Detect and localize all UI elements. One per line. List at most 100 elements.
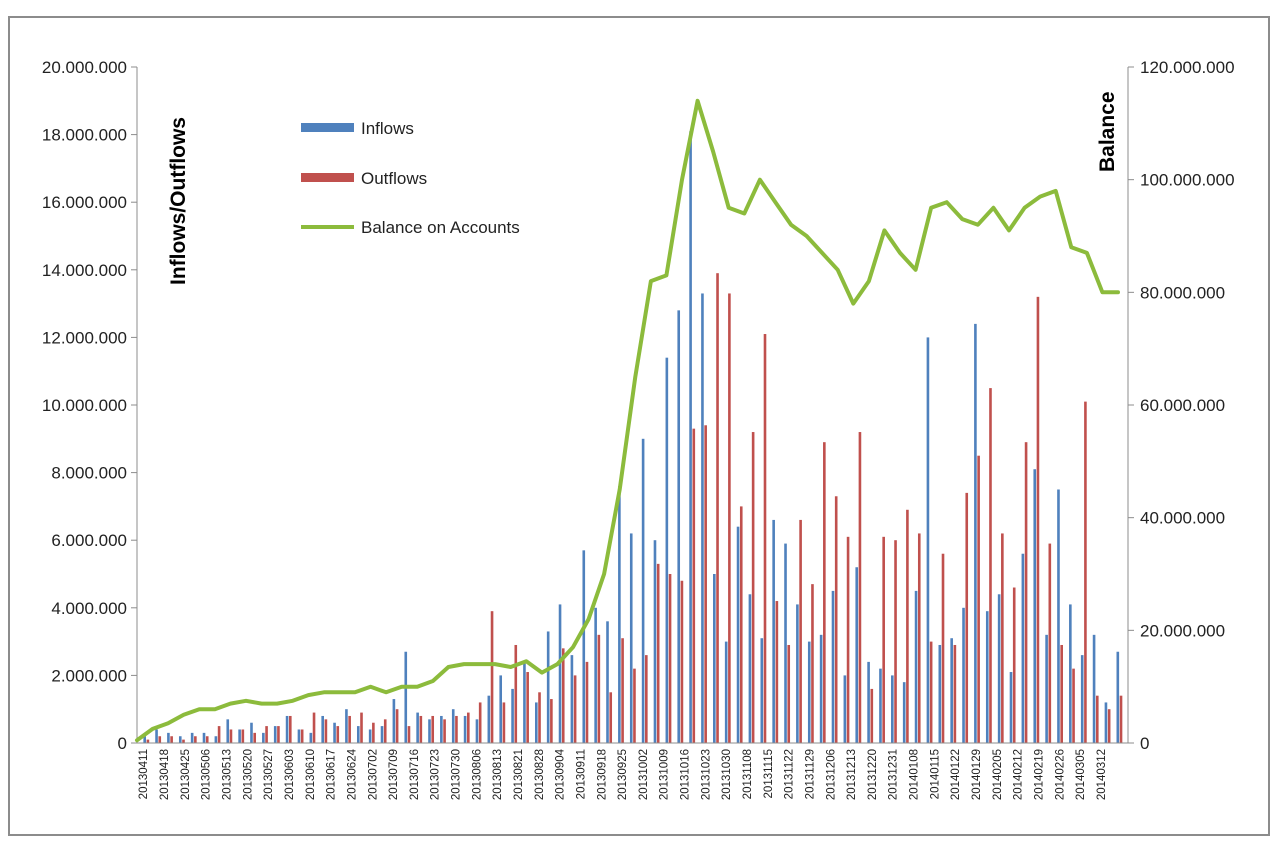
inflows-bar — [570, 655, 574, 743]
outflows-bar — [882, 536, 885, 743]
inflows-bar — [1116, 651, 1120, 743]
outflows-bar — [502, 702, 506, 743]
outflows-bar — [834, 496, 838, 743]
outflows-bar — [1095, 695, 1099, 743]
inflows-bar — [380, 726, 384, 743]
inflows-bar — [392, 699, 396, 743]
inflows-bar — [155, 729, 158, 743]
outflows-bar — [929, 641, 933, 743]
inflows-bar — [1045, 634, 1048, 743]
outflows-bar — [1107, 709, 1111, 743]
inflows-bar — [926, 337, 930, 743]
y-axis-left-title: Inflows/Outflows — [167, 117, 190, 285]
inflows-bar — [178, 736, 182, 743]
inflows-bar — [950, 638, 953, 743]
inflows-bar — [535, 702, 538, 743]
inflows-bar — [891, 675, 894, 743]
inflows-bar — [143, 736, 146, 743]
inflows-bar — [1021, 553, 1025, 743]
outflows-bar — [716, 273, 719, 743]
outflows-bar — [288, 715, 292, 743]
outflows-bar — [704, 425, 707, 743]
outflows-bar — [146, 739, 150, 743]
x-tick-label: 20131129 — [804, 749, 816, 799]
outflows-bar — [194, 736, 197, 743]
outflows-bar — [917, 533, 921, 743]
inflows-bar — [902, 682, 906, 743]
x-tick-label: 20130603 — [284, 749, 296, 800]
x-tick-label: 20131115 — [763, 749, 775, 798]
outflows-bar — [443, 719, 446, 743]
legend: Inflows Outflows Balance on Accounts — [301, 119, 520, 237]
x-tick-label: 20130425 — [180, 749, 192, 800]
x-tick-label: 20130411 — [138, 749, 150, 799]
outflows-bar — [739, 506, 743, 743]
inflows-bar — [297, 729, 301, 743]
legend-item-outflows: Outflows — [301, 169, 427, 188]
x-tick-label: 20131122 — [784, 749, 796, 799]
x-tick-label: 20140312 — [1096, 749, 1108, 800]
x-axis: 20130411 20130418 20130425 20130506 20130513… — [137, 742, 1128, 800]
inflows-bar — [938, 644, 942, 743]
inflows-bar — [997, 594, 1001, 743]
inflows-bar — [748, 594, 752, 743]
outflows-bar — [217, 726, 221, 743]
outflows-bar — [989, 388, 992, 743]
outflows-bar — [656, 563, 660, 743]
legend-item-inflows: Inflows — [301, 119, 414, 138]
x-tick-label: 20130617 — [326, 749, 338, 800]
inflows-bar — [713, 574, 716, 743]
outflows-bar — [692, 428, 696, 743]
inflows-bar — [1033, 469, 1037, 743]
inflows-bar — [1092, 634, 1096, 743]
outflows-bar — [538, 692, 541, 743]
outflows-bar — [336, 726, 340, 743]
x-tick-label: 20131002 — [638, 749, 650, 800]
outflows-bar — [941, 553, 945, 743]
inflows-bar — [594, 607, 597, 743]
outflows-bar — [787, 644, 791, 743]
outflows-bar — [1119, 695, 1123, 743]
outflows-bar — [728, 293, 731, 743]
outflows-bar — [170, 736, 173, 743]
balance-line — [135, 98, 1120, 743]
x-tick-label: 20131206 — [825, 749, 837, 800]
y-right-tick-label: 0 — [1140, 734, 1149, 753]
x-tick-label: 20131213 — [846, 749, 858, 800]
x-tick-label: 20140122 — [950, 749, 962, 800]
outflows-bar — [348, 715, 351, 743]
outflows-bar — [205, 736, 209, 743]
y-right-tick-label: 120.000.000 — [1140, 58, 1235, 77]
x-tick-label: 20131231 — [888, 749, 900, 800]
outflows-bar — [158, 736, 162, 743]
inflows-bar — [1080, 655, 1084, 743]
y-left-tick-label: 10.000.000 — [42, 396, 127, 415]
legend-label-balance: Balance on Accounts — [361, 218, 520, 237]
y-left-tick-label: 0 — [118, 734, 127, 753]
outflows-bar — [265, 726, 268, 743]
inflows-bar — [796, 604, 799, 743]
outflows-bar — [550, 699, 553, 743]
inflows-bar — [641, 438, 645, 743]
inflows-bar — [202, 732, 206, 743]
outflows-bar — [633, 668, 636, 743]
inflows-bar — [1009, 672, 1013, 743]
x-tick-label: 20140115 — [929, 749, 941, 799]
outflows-bar — [906, 509, 909, 743]
inflows-bar — [606, 621, 609, 743]
outflows-bar — [858, 432, 862, 743]
inflows-bar — [356, 726, 360, 743]
inflows-bar — [190, 732, 194, 743]
inflows-bar — [499, 675, 503, 743]
outflows-bar — [182, 739, 185, 743]
x-tick-label: 20130730 — [451, 749, 463, 800]
outflows-bar — [229, 729, 233, 743]
legend-swatch-inflows — [301, 123, 354, 132]
x-tick-label: 20131009 — [659, 749, 671, 800]
outflows-bar — [965, 492, 969, 743]
y-axis-right: 0 20.000.000 40.000.000 60.000.000 80.000.00… — [1127, 58, 1235, 753]
inflows-bar — [546, 631, 550, 743]
outflows-bar — [1084, 401, 1087, 743]
inflows-bar — [262, 732, 265, 743]
x-tick-label: 20130418 — [159, 749, 171, 800]
